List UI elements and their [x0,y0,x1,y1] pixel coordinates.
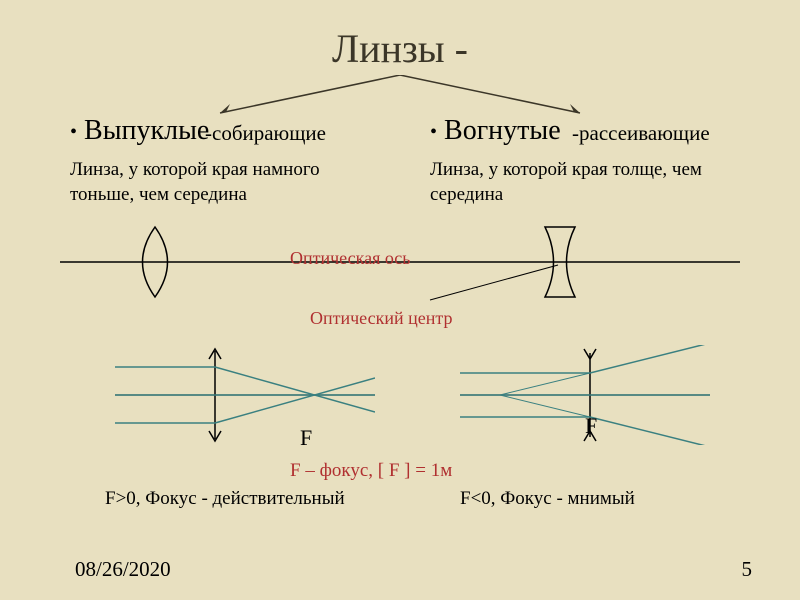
focus-formula: F – фокус, [ F ] = 1м [290,460,452,482]
focus-virtual-text: F<0, Фокус - мнимый [460,488,635,510]
bullet-icon: • [430,121,437,143]
concave-sublabel: -рассеивающие [572,121,710,146]
convex-sublabel: -собирающие [205,121,326,146]
bullet-icon: • [70,121,77,143]
convex-label: • Выпуклые [70,115,209,147]
focus-label-right: F [585,413,597,439]
concave-label: • Вогнутые [430,115,561,147]
footer-date: 08/26/2020 [75,557,171,582]
concave-text: Вогнутые [444,115,561,146]
focus-label-left: F [300,425,312,451]
convex-description: Линза, у которой края намного тоньше, че… [70,158,380,207]
optical-axis-label: Оптическая ось [290,248,411,269]
page-title: Линзы - [0,0,800,72]
footer-page-number: 5 [742,557,753,582]
focus-real-text: F>0, Фокус - действительный [105,488,345,510]
convex-text: Выпуклые [84,115,209,146]
title-branches [200,75,600,115]
optical-center-label: Оптический центр [310,308,452,329]
concave-description: Линза, у которой края толще, чем середин… [430,158,740,207]
converging-ray-diagram [115,345,375,445]
